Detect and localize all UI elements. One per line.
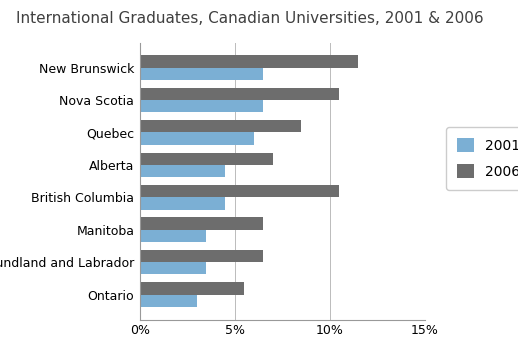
Bar [140,67,263,80]
Bar [140,132,254,145]
Legend: 2001, 2006: 2001, 2006 [446,127,518,190]
Bar [140,250,263,262]
Text: International Graduates, Canadian Universities, 2001 & 2006: International Graduates, Canadian Univer… [16,11,483,26]
Bar [140,185,339,197]
Bar [140,217,263,230]
Bar [140,153,273,165]
Bar [140,197,225,209]
Bar [140,295,197,307]
Bar [140,230,206,242]
Bar [140,165,225,177]
Bar [140,88,339,100]
Bar [140,55,358,67]
Bar [140,262,206,274]
Bar [140,100,263,112]
Bar [140,282,244,295]
Bar [140,120,301,132]
